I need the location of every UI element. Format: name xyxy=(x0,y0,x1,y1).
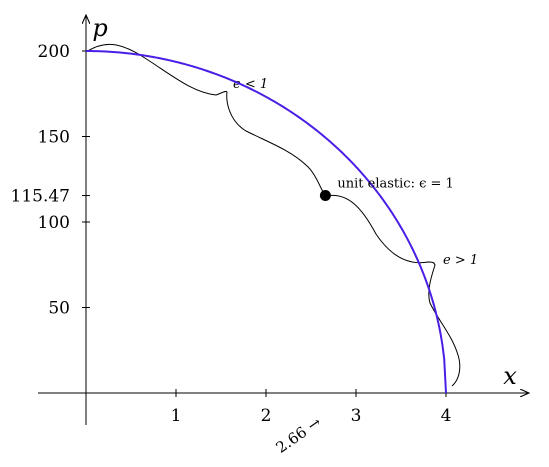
y-axis-label: p xyxy=(92,14,107,42)
unit-elastic-point xyxy=(319,190,331,202)
x-tick-label: 3 xyxy=(351,406,362,426)
y-tick-label: 100 xyxy=(38,213,70,233)
inelastic-brace xyxy=(85,44,324,193)
x-tick-label: 2 xyxy=(261,406,272,426)
y-tick-label: 50 xyxy=(48,299,70,319)
y-tick-label: 150 xyxy=(38,128,70,148)
demand-curve xyxy=(86,50,447,394)
y-tick-label: 115.47 xyxy=(11,187,70,207)
unit-elastic-label: unit elastic: ϵ = 1 xyxy=(337,177,453,192)
x-tick-label: 1 xyxy=(171,406,182,426)
elastic-brace xyxy=(325,194,461,387)
elastic-label: e > 1 xyxy=(443,253,478,268)
x-annotation-label: 2.66 → xyxy=(273,413,325,457)
inelastic-label: e < 1 xyxy=(233,77,268,92)
y-tick-label: 200 xyxy=(38,42,70,62)
x-tick-label: 4 xyxy=(441,406,452,426)
y-ticks: 50 100 150 200 115.47 xyxy=(11,42,90,319)
x-axis-label: x xyxy=(503,362,517,390)
